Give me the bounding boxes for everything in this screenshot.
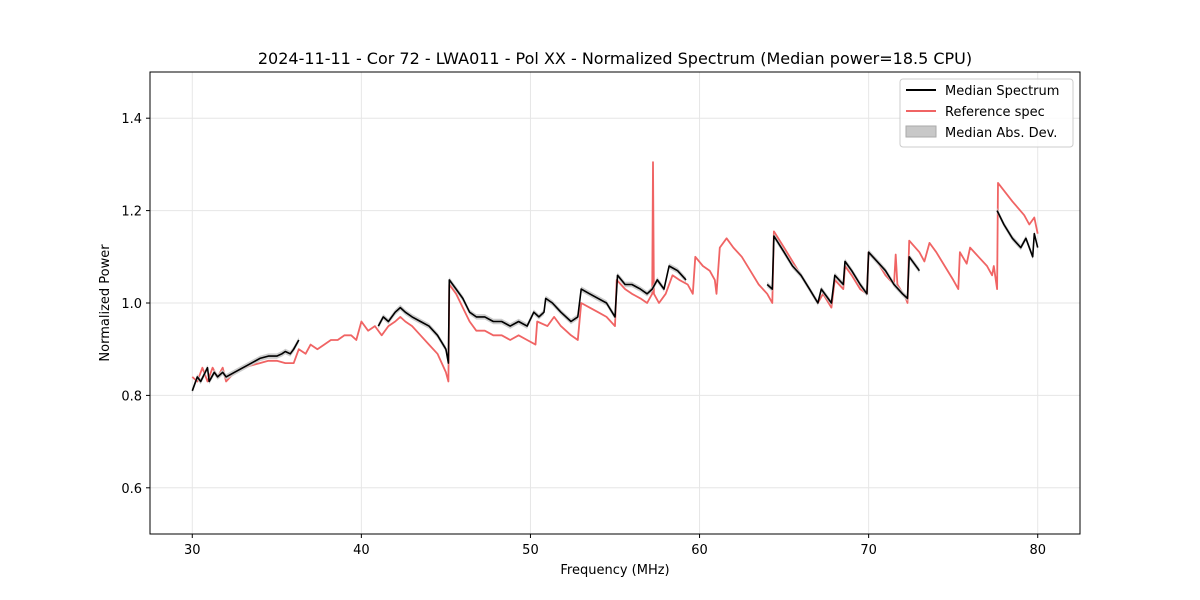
series-median-abs-dev <box>192 207 1038 394</box>
legend-label-median-spectrum: Median Spectrum <box>945 84 1059 99</box>
y-axis-ticks: 0.6 0.8 1.0 1.2 1.4 <box>121 112 150 497</box>
y-axis-label: Normalized Power <box>98 244 113 362</box>
legend-label-median-abs-dev: Median Abs. Dev. <box>945 126 1057 141</box>
x-tick-label: 30 <box>184 543 201 558</box>
x-tick-label: 40 <box>353 543 370 558</box>
legend-box <box>899 78 1074 148</box>
series-median-spectrum <box>191 210 1039 392</box>
y-tick-label: 0.6 <box>121 482 142 497</box>
x-tick-label: 70 <box>860 543 877 558</box>
median-spectrum-line <box>377 265 687 364</box>
median-abs-dev-band <box>192 337 299 394</box>
reference-spec-line <box>191 161 1039 383</box>
median-spectrum-line <box>766 235 921 304</box>
y-tick-label: 1.0 <box>121 297 142 312</box>
median-spectrum-line <box>996 210 1039 258</box>
y-tick-label: 0.8 <box>121 389 142 404</box>
series-reference-spec <box>191 161 1039 383</box>
x-tick-label: 60 <box>691 543 708 558</box>
legend-swatch-median-abs-dev <box>905 125 937 138</box>
y-tick-label: 1.4 <box>121 112 142 127</box>
x-axis-label: Frequency (MHz) <box>560 563 669 578</box>
x-tick-label: 50 <box>522 543 539 558</box>
median-spectrum-line <box>191 339 300 392</box>
median-abs-dev-band <box>767 233 920 306</box>
x-tick-label: 80 <box>1029 543 1046 558</box>
legend: Median Spectrum Reference spec Median Ab… <box>899 78 1074 148</box>
legend-label-reference-spec: Reference spec <box>945 105 1045 120</box>
x-axis-ticks: 30 40 50 60 70 80 <box>184 534 1046 558</box>
chart-title: 2024-11-11 - Cor 72 - LWA011 - Pol XX - … <box>258 49 972 68</box>
y-tick-label: 1.2 <box>121 205 142 220</box>
